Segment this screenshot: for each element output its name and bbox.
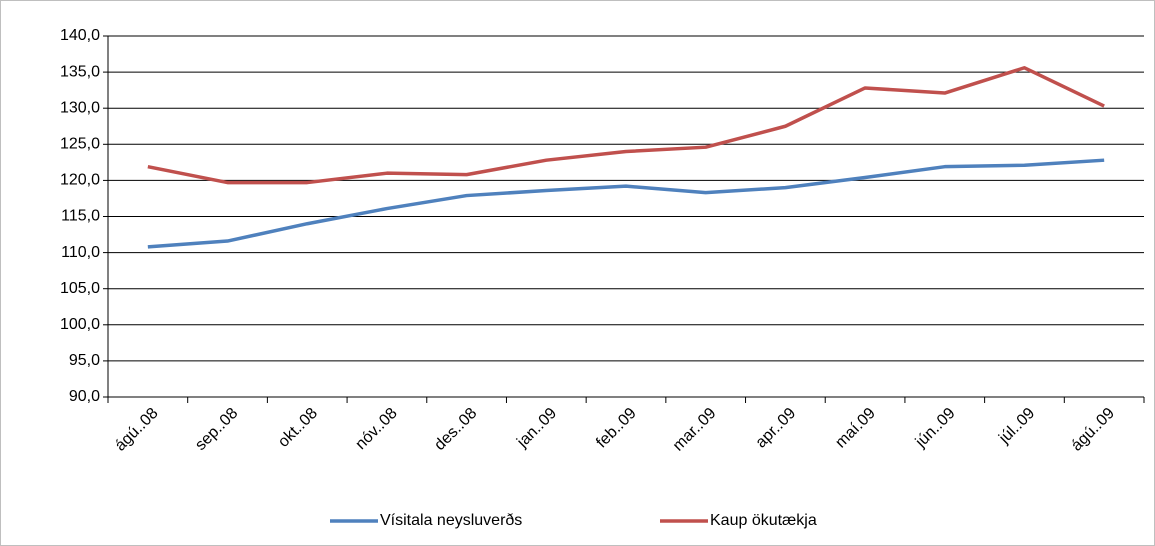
- y-tick-label: 130,0: [60, 99, 100, 116]
- y-tick-label: 110,0: [61, 244, 100, 261]
- y-tick-label: 135,0: [60, 63, 100, 80]
- y-tick-label: 90,0: [69, 388, 100, 405]
- y-tick-label: 125,0: [60, 136, 100, 153]
- y-tick-label: 100,0: [60, 316, 100, 333]
- legend-label: Vísitala neysluverðs: [380, 512, 522, 529]
- y-tick-label: 120,0: [60, 172, 100, 189]
- legend-label: Kaup ökutækja: [710, 512, 817, 529]
- y-tick-label: 140,0: [60, 27, 100, 44]
- series-line: [147, 158, 1105, 249]
- y-tick-label: 95,0: [69, 352, 100, 369]
- y-tick-label: 115,0: [61, 208, 100, 225]
- y-tick-label: 105,0: [60, 280, 100, 297]
- series-line: [147, 66, 1105, 185]
